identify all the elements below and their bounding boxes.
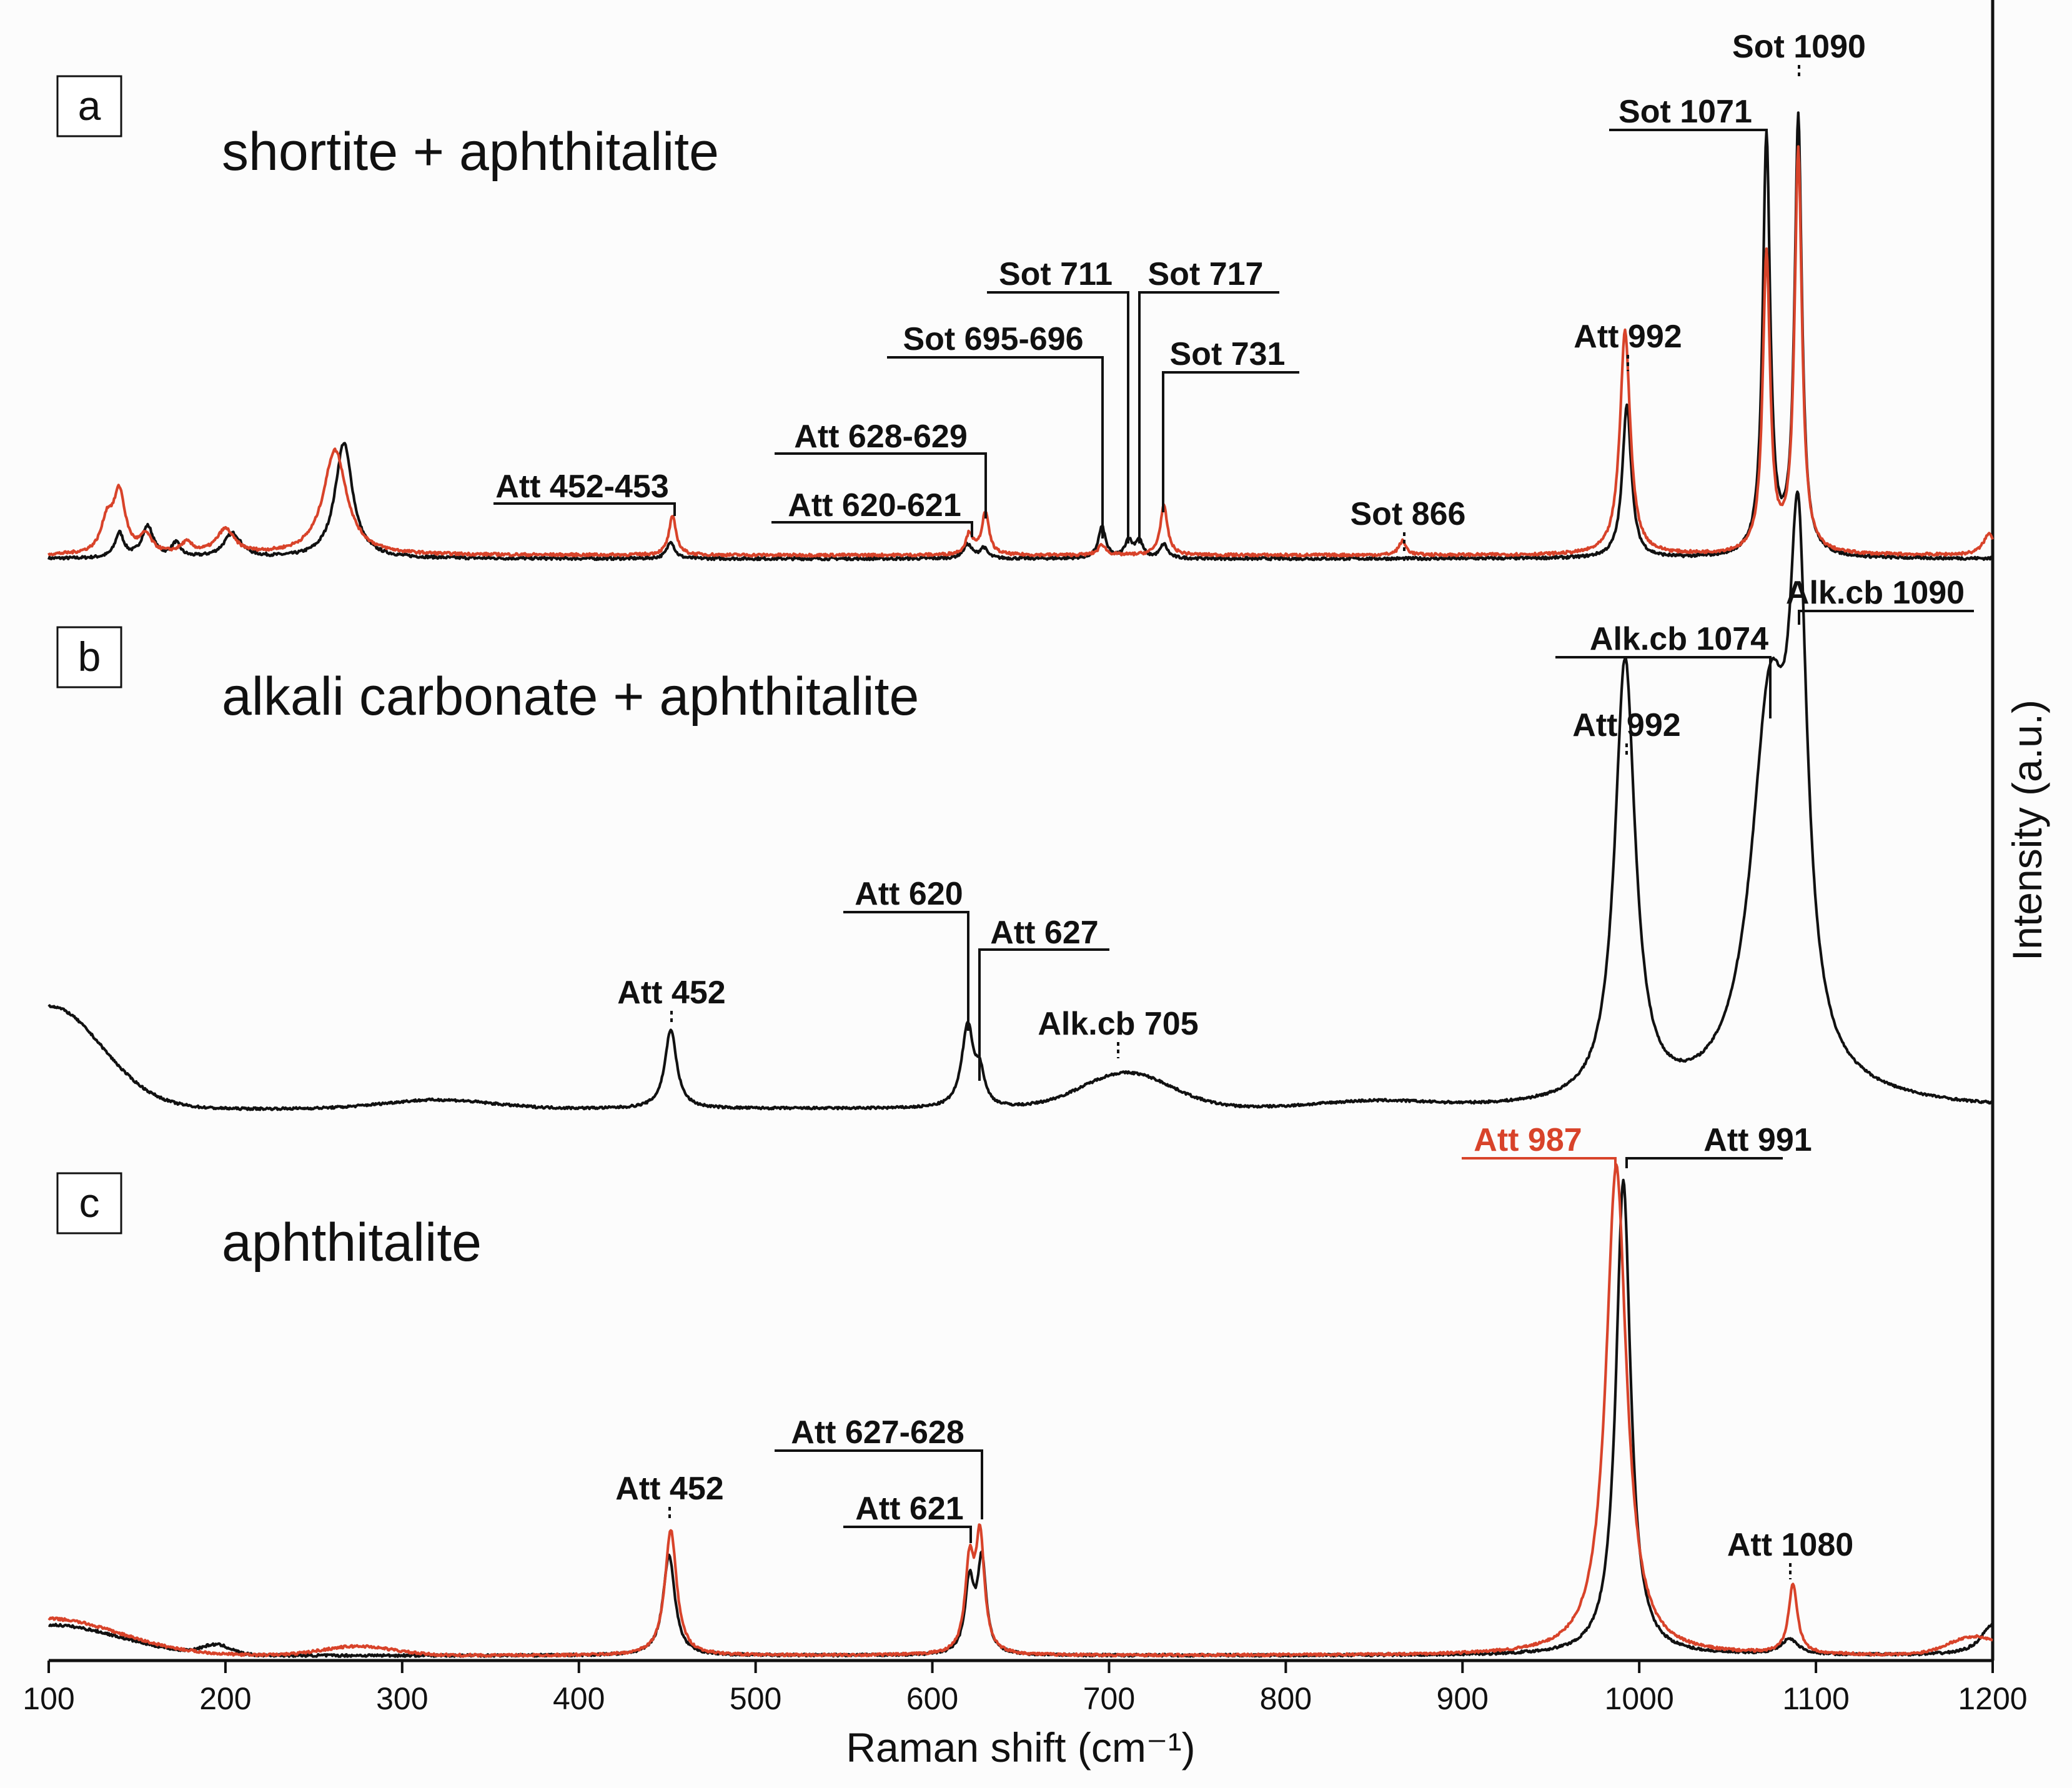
panel-c-peak-labels: Att 452 Att 627-628 Att 621 Att 987 Att … bbox=[615, 1122, 1853, 1579]
peak-label: Att 620 bbox=[855, 876, 963, 912]
panel-a-spectra bbox=[47, 111, 1994, 562]
x-tick-label: 300 bbox=[376, 1681, 428, 1716]
peak-leader bbox=[887, 356, 1104, 539]
peak-label: Att 452 bbox=[617, 975, 725, 1011]
panel-c: c aphthitalite Att 452 Att 627-628 Att 6… bbox=[47, 1122, 1993, 1658]
peak-label: Att 452-453 bbox=[495, 469, 668, 505]
peak-label: Att 627 bbox=[990, 915, 1098, 951]
x-axis-ticks: 100 200 300 400 500 600 700 800 900 1000 1100 1200 bbox=[22, 1661, 2028, 1716]
peak-label: Sot 731 bbox=[1170, 336, 1286, 372]
peak-leader bbox=[775, 452, 987, 519]
panel-b-peak-labels: Att 452 Att 620 Att 627 Alk.cb 705 Att 9… bbox=[617, 575, 1974, 1081]
peak-leader bbox=[771, 521, 973, 537]
peak-label: Alk.cb 1090 bbox=[1786, 575, 1965, 611]
panel-b: b alkali carbonate + aphthitalite Att 45… bbox=[47, 490, 1994, 1111]
panel-title: aphthitalite bbox=[222, 1213, 482, 1273]
panel-title: alkali carbonate + aphthitalite bbox=[222, 667, 919, 727]
peak-label: Sot 866 bbox=[1351, 496, 1466, 532]
x-tick-label: 1000 bbox=[1605, 1681, 1674, 1716]
spectrum-line-black bbox=[47, 490, 1994, 1111]
x-tick-label: 900 bbox=[1437, 1681, 1489, 1716]
peak-leader bbox=[843, 1526, 972, 1543]
peak-leader bbox=[987, 291, 1129, 544]
panel-c-spectra bbox=[47, 1163, 1993, 1658]
peak-leader bbox=[1625, 1157, 1783, 1168]
panel-letter: b bbox=[78, 633, 101, 680]
panel-letter: c bbox=[79, 1180, 100, 1226]
x-tick-label: 200 bbox=[199, 1681, 251, 1716]
spectrum-line-red bbox=[47, 145, 1994, 558]
peak-leader bbox=[1555, 656, 1772, 718]
peak-leader bbox=[775, 1449, 983, 1519]
peak-label: Att 452 bbox=[615, 1471, 723, 1507]
peak-label: Att 627-628 bbox=[791, 1414, 964, 1451]
peak-label: Sot 711 bbox=[999, 256, 1113, 292]
peak-label: Att 1080 bbox=[1727, 1527, 1853, 1563]
x-tick-label: 400 bbox=[553, 1681, 605, 1716]
peak-leader bbox=[1462, 1157, 1617, 1168]
spectrum-line-red bbox=[47, 1163, 1993, 1658]
panel-a-peak-labels: Att 452-453 Att 628-629 Att 620-621 Sot … bbox=[493, 29, 1866, 552]
panel-b-spectra bbox=[47, 490, 1994, 1111]
peak-label: Sot 717 bbox=[1148, 256, 1264, 292]
peak-label: Alk.cb 1074 bbox=[1590, 621, 1768, 657]
panel-letter-box bbox=[56, 626, 122, 688]
panel-title: shortite + aphthitalite bbox=[222, 122, 719, 182]
panel-a: a shortite + aphthitalite Att 452-453 At… bbox=[47, 29, 1994, 562]
peak-label: Att 987 bbox=[1474, 1122, 1582, 1158]
x-tick-label: 600 bbox=[906, 1681, 958, 1716]
peak-leader bbox=[493, 502, 676, 516]
x-tick-label: 500 bbox=[730, 1681, 781, 1716]
peak-leader bbox=[1162, 371, 1299, 512]
peak-leader bbox=[1138, 291, 1279, 544]
x-tick-label: 800 bbox=[1260, 1681, 1312, 1716]
x-tick-label: 1100 bbox=[1782, 1681, 1850, 1716]
peak-label: Att 992 bbox=[1572, 707, 1680, 743]
peak-leader bbox=[1609, 129, 1768, 142]
panel-letter-box bbox=[56, 75, 122, 137]
peak-label: Att 991 bbox=[1703, 1122, 1812, 1158]
peak-label: Att 992 bbox=[1574, 319, 1682, 355]
x-tick-label: 1200 bbox=[1958, 1681, 2027, 1716]
x-tick-label: 700 bbox=[1083, 1681, 1135, 1716]
peak-leader bbox=[978, 948, 1109, 1081]
x-axis-title: Raman shift (cm⁻¹) bbox=[846, 1724, 1195, 1771]
peak-label: Att 620-621 bbox=[788, 487, 961, 524]
panel-letter-box bbox=[56, 1172, 122, 1234]
y-axis-title: Intensity (a.u.) bbox=[2004, 700, 2050, 961]
peak-label: Alk.cb 705 bbox=[1038, 1006, 1198, 1042]
panel-letter: a bbox=[78, 82, 101, 129]
peak-label: Sot 695-696 bbox=[903, 321, 1083, 357]
peak-label: Att 621 bbox=[855, 1491, 963, 1527]
peak-leader bbox=[843, 911, 969, 1031]
peak-label: Sot 1071 bbox=[1618, 94, 1752, 130]
peak-leader bbox=[1798, 610, 1974, 625]
peak-label: Att 628-629 bbox=[794, 419, 967, 455]
x-tick-label: 100 bbox=[22, 1681, 74, 1716]
peak-label: Sot 1090 bbox=[1732, 29, 1866, 65]
